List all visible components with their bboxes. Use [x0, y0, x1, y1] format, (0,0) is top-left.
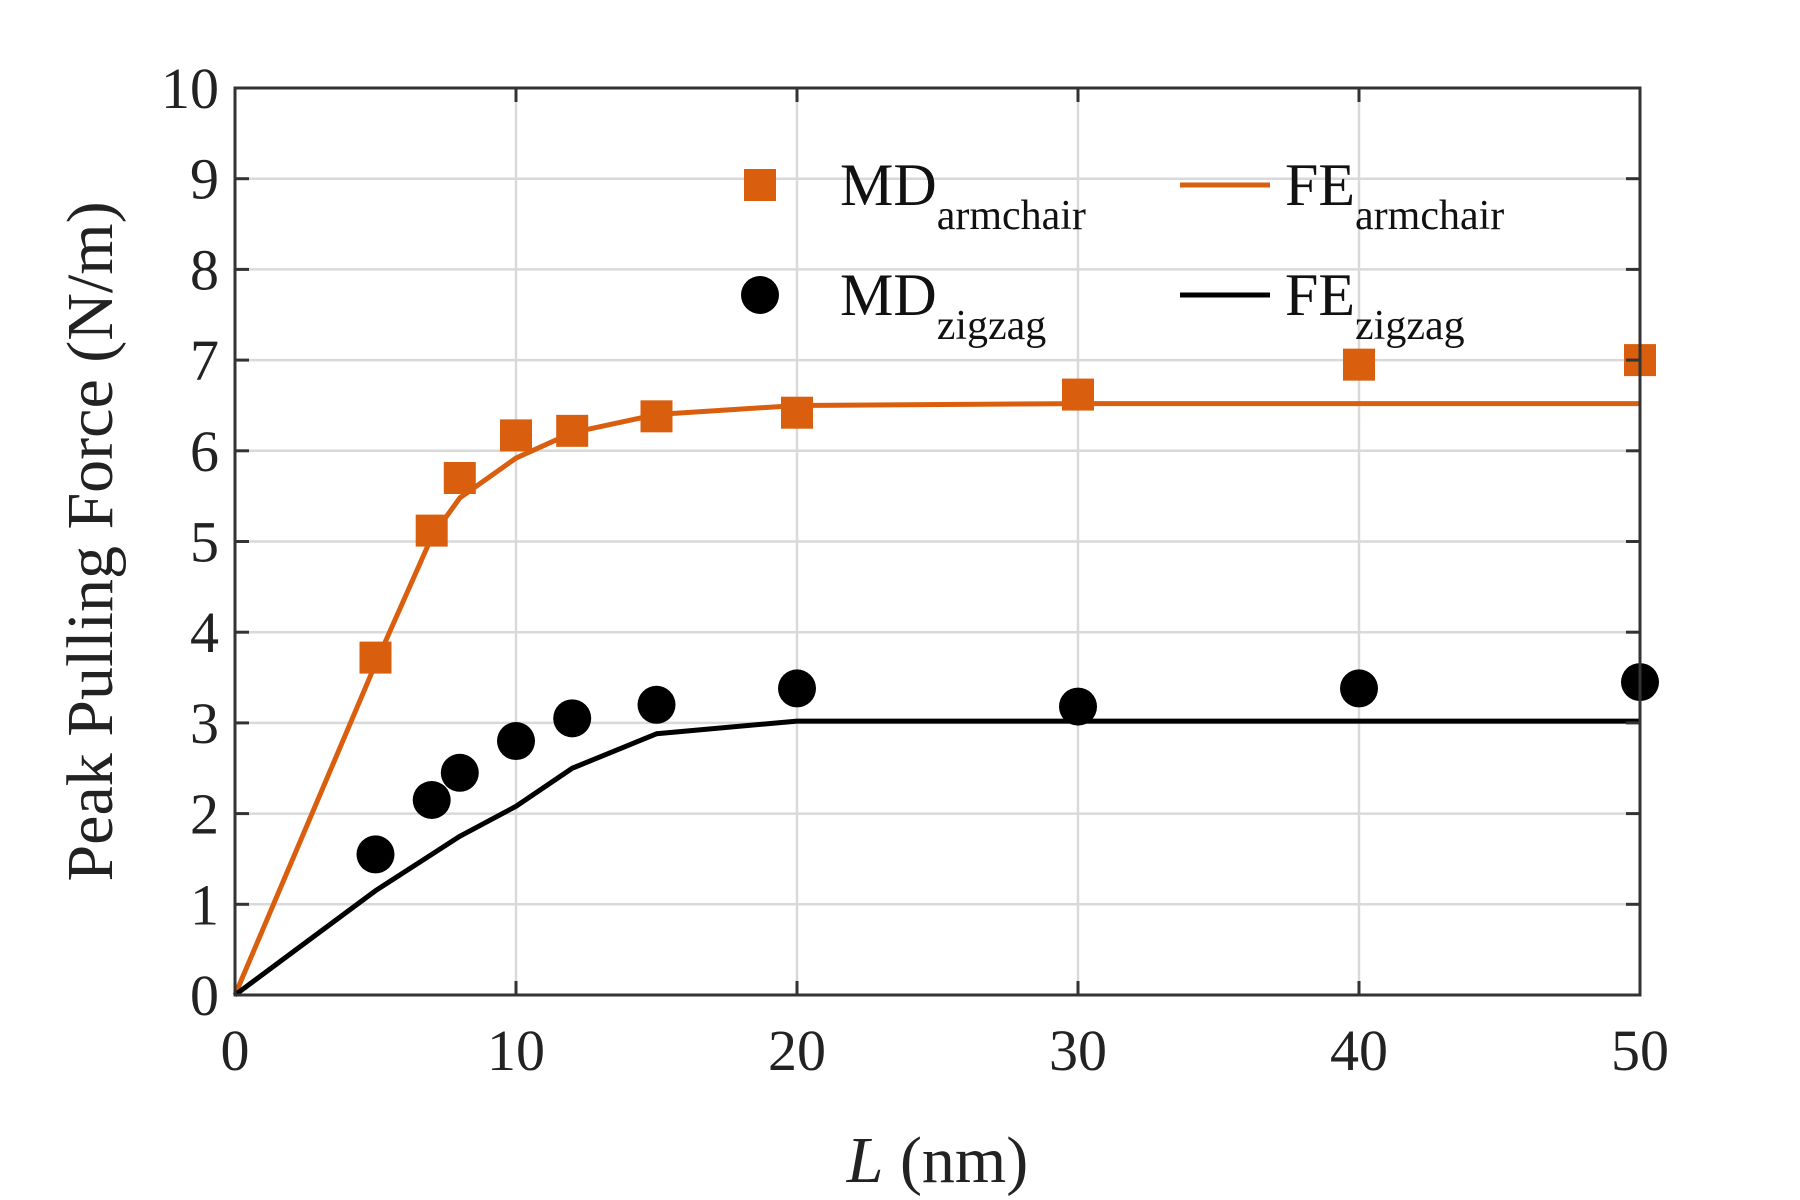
series-line-fe_zigzag: [233, 718, 1640, 998]
y-tick-label: 8: [190, 237, 219, 302]
x-axis-unit: (nm): [883, 1124, 1028, 1197]
legend-label-main: MD: [840, 152, 937, 218]
x-tick-label: 50: [1611, 1018, 1669, 1083]
legend-swatch-square: [744, 169, 776, 201]
y-tick-label: 9: [190, 147, 219, 212]
ticks: 0 10 20 30 40 50 0 1 2 3 4 5 6 7 8 9 10: [161, 56, 1669, 1083]
data-point-md_armchair: [556, 414, 589, 447]
axis-labels: L (nm) Peak Pulling Force (N/m): [54, 201, 1028, 1197]
y-tick-label: 2: [190, 782, 219, 847]
data-point-md_zigzag: [637, 685, 676, 724]
x-axis-label: L (nm): [846, 1124, 1029, 1197]
data-point-md_zigzag: [1059, 687, 1097, 726]
legend-label-subscript: zigzag: [1355, 303, 1465, 349]
x-tick-label: 10: [487, 1018, 545, 1083]
data-point-md_armchair: [359, 641, 392, 674]
legend-label: MDarmchair: [840, 152, 1086, 239]
y-tick-label: 4: [190, 600, 219, 665]
y-tick-label: 7: [190, 328, 219, 393]
data-point-md_armchair: [1343, 348, 1375, 381]
legend-label: FEarmchair: [1285, 152, 1504, 239]
y-axis-label: Peak Pulling Force (N/m): [54, 201, 127, 881]
y-tick-label: 5: [190, 510, 219, 575]
y-tick-label: 10: [161, 56, 219, 121]
data-point-md_zigzag: [497, 722, 535, 761]
legend-label-subscript: zigzag: [937, 303, 1047, 349]
legend-item-fe_armchair: FEarmchair: [1180, 152, 1504, 239]
data-point-md_armchair: [415, 514, 448, 547]
data-point-md_zigzag: [356, 835, 395, 874]
data-point-md_zigzag: [440, 753, 479, 792]
legend-label-main: MD: [840, 262, 937, 328]
x-axis-variable: L: [846, 1124, 884, 1197]
legend-label-main: FE: [1285, 262, 1355, 328]
legend-item-md_zigzag: MDzigzag: [741, 262, 1046, 349]
data-point-md_zigzag: [412, 780, 451, 819]
y-tick-label: 1: [190, 872, 219, 937]
x-tick-label: 40: [1330, 1018, 1388, 1083]
data-point-md_armchair: [1062, 378, 1094, 411]
legend-label-main: FE: [1285, 152, 1355, 218]
legend-label-subscript: armchair: [1355, 193, 1504, 239]
x-tick-label: 0: [221, 1018, 250, 1083]
data-point-md_armchair: [443, 462, 476, 495]
y-tick-label: 0: [190, 963, 219, 1028]
legend-swatch-circle: [741, 276, 779, 314]
x-tick-label: 30: [1049, 1018, 1107, 1083]
legend-item-fe_zigzag: FEzigzag: [1180, 262, 1465, 349]
data-point-md_armchair: [500, 419, 532, 452]
data-point-md_armchair: [640, 400, 673, 433]
x-tick-label: 20: [768, 1018, 826, 1083]
data-point-md_zigzag: [553, 699, 592, 738]
y-tick-label: 6: [190, 419, 219, 484]
data-point-md_zigzag: [1340, 669, 1378, 708]
legend-label-subscript: armchair: [937, 193, 1086, 239]
legend-label: MDzigzag: [840, 262, 1046, 349]
data-point-md_armchair: [781, 396, 813, 429]
legend-label: FEzigzag: [1285, 262, 1465, 349]
data-point-md_zigzag: [778, 669, 816, 708]
y-tick-label: 3: [190, 691, 219, 756]
series-markers: [356, 344, 1659, 874]
legend-item-md_armchair: MDarmchair: [744, 152, 1086, 239]
